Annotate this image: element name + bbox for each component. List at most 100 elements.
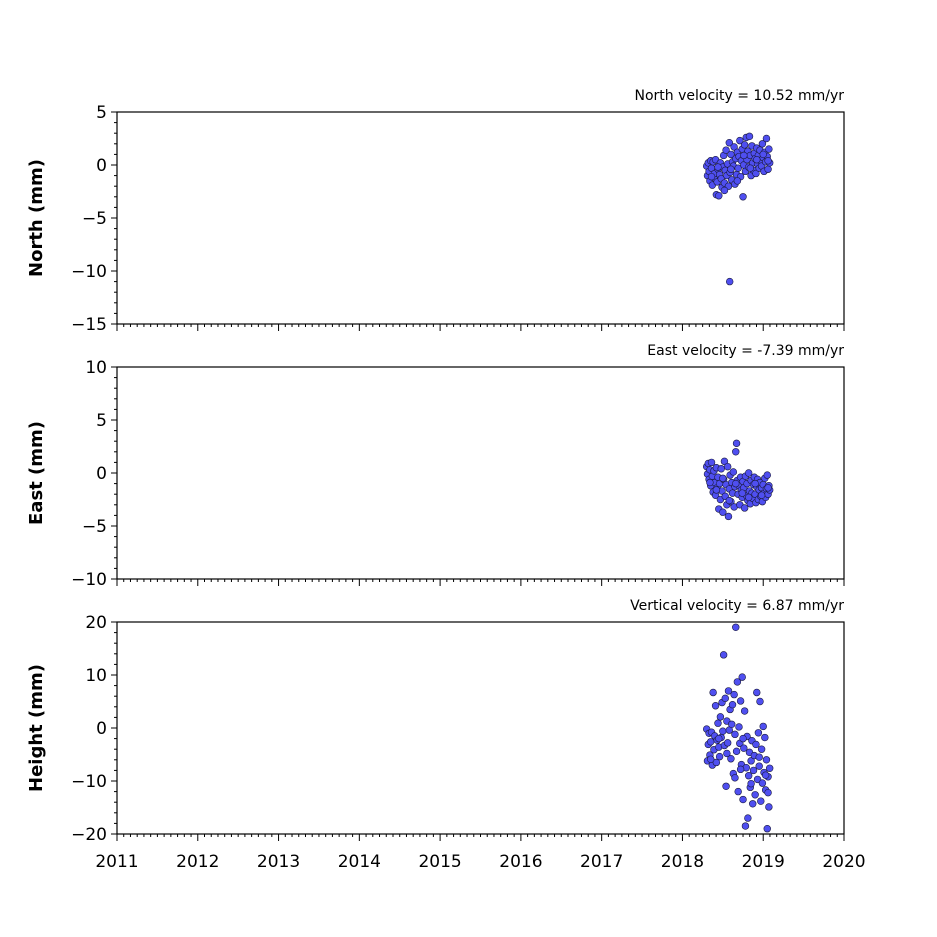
data-point	[761, 771, 770, 779]
x-tick-label: 2016	[499, 852, 542, 872]
y-tick-label: 0	[96, 719, 107, 739]
x-tick-label: 2020	[822, 852, 865, 872]
x-tick-label: 2017	[580, 852, 623, 872]
data-point	[752, 740, 760, 749]
data-point	[733, 678, 742, 686]
data-point	[736, 765, 745, 774]
data-point	[745, 132, 754, 141]
data-point	[729, 468, 738, 476]
data-point	[749, 800, 757, 808]
y-tick-label: 20	[85, 613, 107, 633]
data-point	[723, 739, 732, 747]
data-point	[731, 774, 739, 782]
data-point	[764, 484, 772, 492]
x-tick-label: 2014	[338, 852, 381, 872]
data-point	[763, 824, 771, 833]
data-point	[753, 688, 761, 697]
data-point	[721, 694, 729, 703]
data-point	[724, 687, 733, 695]
data-point	[731, 730, 739, 739]
x-tick-label: 2011	[95, 852, 138, 872]
data-point	[764, 165, 772, 173]
data-point	[756, 697, 764, 706]
x-tick-label: 2018	[661, 852, 704, 872]
data-point	[739, 734, 747, 743]
data-point	[754, 729, 763, 737]
data-point	[732, 448, 740, 456]
data-point	[725, 496, 733, 505]
plot-frame	[116, 621, 845, 835]
y-axis-label: Height (mm)	[26, 664, 47, 792]
data-point	[755, 753, 763, 761]
data-point	[715, 734, 723, 743]
x-tick-label: 2019	[742, 852, 785, 872]
data-point	[751, 479, 759, 488]
data-point	[749, 766, 758, 775]
data-point	[765, 764, 774, 772]
data-point	[736, 136, 744, 145]
data-point	[762, 134, 771, 143]
data-point	[715, 752, 724, 761]
data-point	[744, 493, 753, 502]
velocity-title: East velocity = -7.39 mm/yr	[647, 343, 844, 359]
x-tick-label: 2013	[257, 852, 300, 872]
y-tick-label: −20	[71, 825, 107, 845]
panel-3: Vertical velocity = 6.87 mm/yr Height (mm…	[26, 598, 866, 872]
data-point	[738, 673, 746, 681]
data-point	[734, 164, 742, 172]
y-tick-label: 5	[96, 411, 107, 431]
data-point	[740, 504, 749, 512]
y-axis-label: North (mm)	[26, 159, 47, 277]
data-point	[744, 814, 752, 822]
data-point	[728, 720, 736, 728]
data-point	[727, 165, 735, 173]
data-point	[712, 486, 721, 494]
data-point	[723, 749, 731, 758]
y-tick-label: 10	[85, 666, 107, 686]
data-point	[757, 797, 765, 805]
data-point	[732, 623, 740, 631]
x-tick-label: 2015	[418, 852, 461, 872]
data-point	[753, 775, 762, 784]
y-tick-label: −10	[71, 262, 107, 282]
velocity-title: Vertical velocity = 6.87 mm/yr	[630, 598, 844, 614]
data-point	[740, 151, 748, 160]
data-point	[739, 193, 747, 201]
data-point	[733, 177, 742, 185]
data-point	[747, 757, 755, 765]
y-tick-label: 5	[96, 103, 107, 123]
data-point	[723, 462, 732, 471]
data-point	[751, 791, 759, 799]
y-tick-label: −5	[82, 209, 107, 229]
panel-1: North velocity = 10.52 mm/yr North (mm) 5 0…	[26, 88, 845, 335]
data-point	[747, 779, 755, 788]
data-point	[715, 192, 723, 200]
data-point	[755, 762, 763, 770]
data-point	[707, 458, 716, 467]
data-point	[759, 150, 767, 159]
data-point	[730, 690, 738, 699]
data-point	[758, 140, 767, 148]
data-point	[714, 163, 722, 171]
data-point	[725, 277, 734, 286]
data-point	[707, 755, 715, 763]
data-point	[764, 157, 772, 165]
data-point	[740, 707, 749, 715]
data-point	[758, 779, 767, 787]
data-point	[719, 727, 727, 735]
data-point	[722, 146, 730, 154]
data-point	[712, 758, 721, 767]
data-point	[739, 795, 747, 804]
data-point	[728, 700, 737, 709]
data-points	[702, 439, 774, 521]
data-point	[727, 150, 735, 159]
data-point	[744, 469, 753, 477]
data-point	[732, 479, 740, 488]
data-point	[762, 756, 771, 764]
velocity-title: North velocity = 10.52 mm/yr	[634, 88, 844, 104]
data-point	[757, 745, 766, 753]
data-point	[744, 771, 753, 780]
data-point	[720, 186, 729, 195]
data-point	[706, 478, 714, 487]
data-point	[740, 744, 748, 752]
